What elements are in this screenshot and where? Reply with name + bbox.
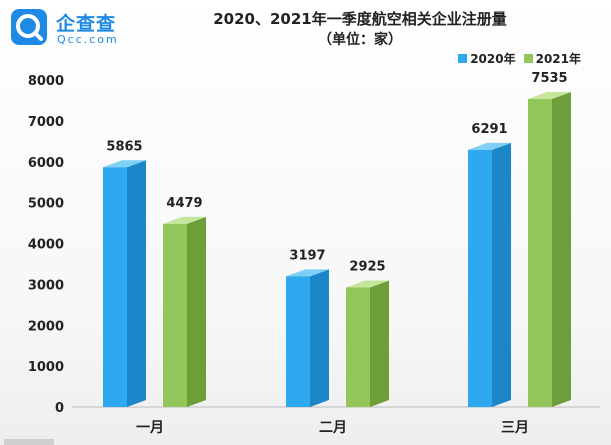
x-tick-label: 二月 xyxy=(319,420,347,436)
logo-text: 企查查 xyxy=(56,13,117,35)
y-tick-label: 8000 xyxy=(28,74,64,89)
bar-side xyxy=(187,216,206,407)
bar-top xyxy=(286,269,329,277)
bar xyxy=(103,167,127,407)
x-tick-label: 一月 xyxy=(136,420,164,436)
chart-legend: 2020年 2021年 xyxy=(458,50,581,67)
legend-item-2021: 2021年 xyxy=(523,50,581,67)
legend-label-2020: 2020年 xyxy=(470,52,516,66)
bar-top xyxy=(163,216,206,224)
bar-side xyxy=(552,92,571,408)
legend-item-2020: 2020年 xyxy=(458,50,516,67)
data-label: 4479 xyxy=(166,196,202,211)
chart-subtitle: （单位：家） xyxy=(318,32,402,48)
chart-title: 2020、2021年一季度航空相关企业注册量 xyxy=(213,10,507,28)
legend-swatch-2021 xyxy=(523,54,533,63)
bar-top xyxy=(346,280,389,288)
data-label: 2925 xyxy=(349,259,385,274)
bar xyxy=(468,149,492,407)
bar-side xyxy=(127,160,146,407)
bar-side xyxy=(310,269,329,407)
data-label: 7535 xyxy=(531,71,567,86)
bar-top xyxy=(103,160,146,168)
bar-top xyxy=(528,92,571,100)
legend-label-2021: 2021年 xyxy=(535,52,581,66)
qcc-logo-icon xyxy=(11,9,47,45)
x-tick-label: 三月 xyxy=(501,420,529,436)
bar xyxy=(163,223,187,407)
y-tick-label: 6000 xyxy=(28,156,64,171)
y-tick-label: 4000 xyxy=(28,238,64,253)
y-tick-label: 0 xyxy=(55,401,64,416)
bar-top xyxy=(468,142,511,150)
bar-side xyxy=(492,142,511,407)
y-tick-label: 5000 xyxy=(28,197,64,212)
bar xyxy=(528,99,552,408)
data-label: 3197 xyxy=(289,248,325,263)
y-tick-label: 3000 xyxy=(28,278,64,293)
data-label: 5865 xyxy=(106,139,142,154)
legend-swatch-2020 xyxy=(458,54,468,63)
bar-side xyxy=(370,280,389,407)
logo-subtext: Qcc.com xyxy=(57,33,119,46)
bar xyxy=(346,287,370,407)
bar xyxy=(286,276,310,407)
y-tick-label: 1000 xyxy=(28,360,64,375)
y-tick-label: 7000 xyxy=(28,115,64,130)
data-label: 6291 xyxy=(471,122,507,137)
source-note-fragment xyxy=(4,439,54,445)
y-tick-label: 2000 xyxy=(28,319,64,334)
qcc-logo: 企查查 Qcc.com xyxy=(10,6,150,48)
